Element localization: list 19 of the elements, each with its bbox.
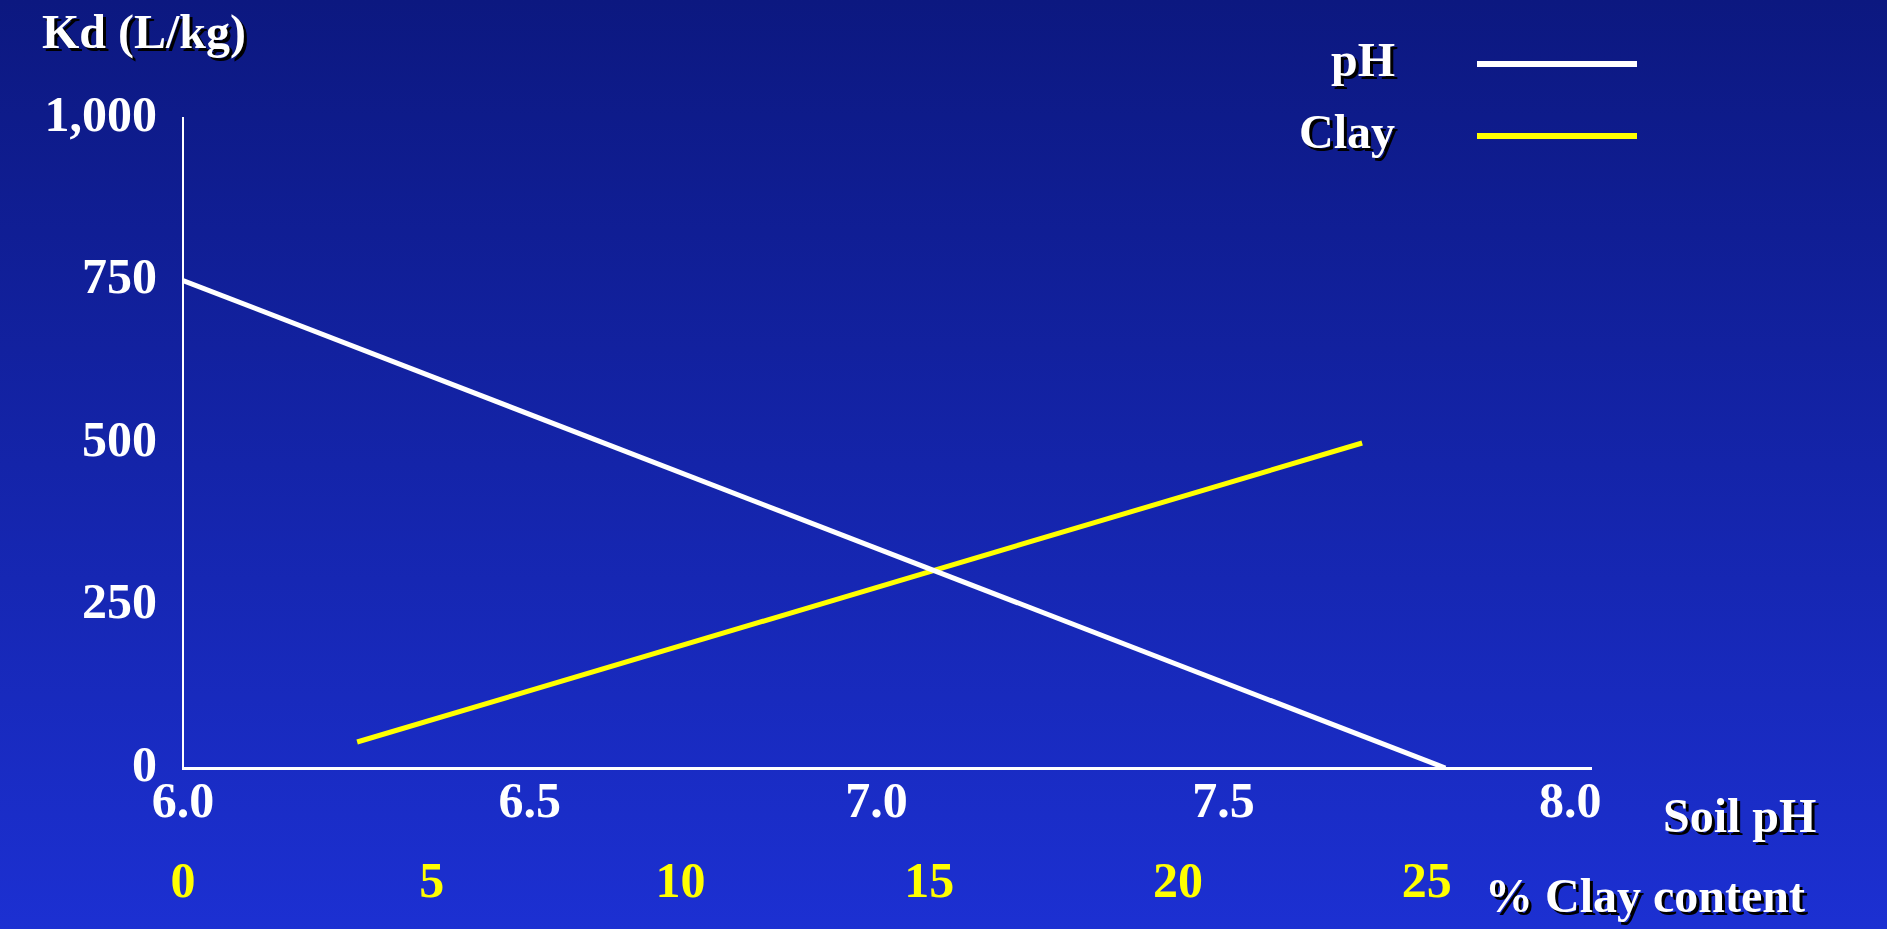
- x2-tick-label: 15: [904, 851, 955, 908]
- y-axis-title: Kd (L/kg): [42, 5, 247, 60]
- x2-tick-label: 5: [419, 851, 445, 908]
- x-tick-label: 7.0: [845, 771, 908, 828]
- legend-label: pH: [1330, 33, 1395, 87]
- y-tick-label: 500: [82, 410, 157, 467]
- x2-tick-label: 10: [655, 851, 706, 908]
- x-tick-label: 8.0: [1538, 771, 1602, 828]
- x2-tick-label: 20: [1153, 851, 1204, 908]
- y-tick-label: 750: [82, 248, 157, 305]
- x-tick-label: 6.5: [498, 771, 562, 828]
- x2-tick-label: 0: [170, 851, 196, 908]
- x2-axis-title: % Clay content: [1485, 869, 1805, 923]
- legend-label: Clay: [1299, 105, 1395, 159]
- y-tick-label: 250: [82, 573, 157, 630]
- x-axis-title: Soil pH: [1663, 789, 1817, 843]
- x-tick-label: 7.5: [1192, 771, 1255, 828]
- y-tick-label: 1,000: [44, 85, 157, 142]
- x2-tick-label: 25: [1401, 851, 1452, 908]
